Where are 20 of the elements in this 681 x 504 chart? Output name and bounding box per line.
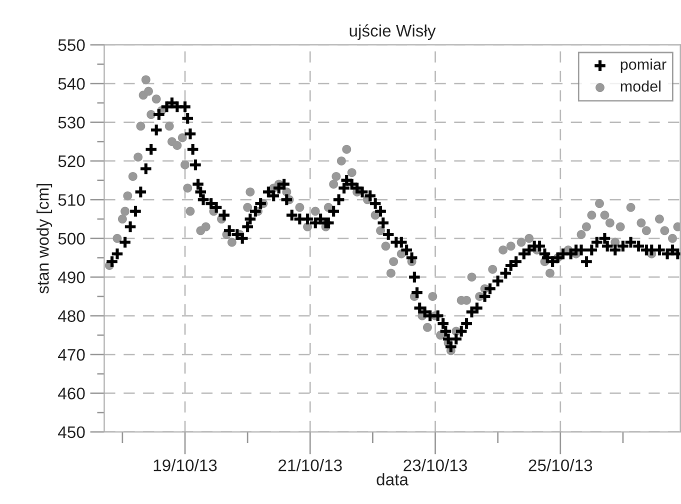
- y-tick-label: 450: [58, 426, 85, 438]
- x-tick-label: 23/10/13: [404, 459, 467, 472]
- y-tick-label: 510: [58, 194, 85, 206]
- y-tick-label: 530: [58, 116, 85, 128]
- legend-label: model: [620, 80, 660, 92]
- x-tick-label: 19/10/13: [154, 459, 217, 472]
- x-axis-title: data: [376, 473, 408, 486]
- y-tick-label: 480: [58, 310, 85, 322]
- x-tick-label: 21/10/13: [278, 459, 342, 472]
- legend-label: pomiar: [620, 58, 666, 73]
- y-tick-label: 500: [58, 232, 85, 245]
- chart-title: ujście Wisły: [350, 24, 436, 40]
- y-tick-label: 470: [58, 348, 85, 361]
- y-tick-label: 520: [58, 155, 85, 168]
- y-tick-label: 460: [58, 388, 85, 400]
- y-tick-label: 540: [58, 78, 85, 90]
- y-axis-title: stan wody [cm]: [36, 184, 52, 294]
- y-tick-label: 550: [58, 39, 85, 52]
- x-tick-label: 25/10/13: [528, 459, 592, 472]
- y-tick-label: 490: [58, 272, 85, 284]
